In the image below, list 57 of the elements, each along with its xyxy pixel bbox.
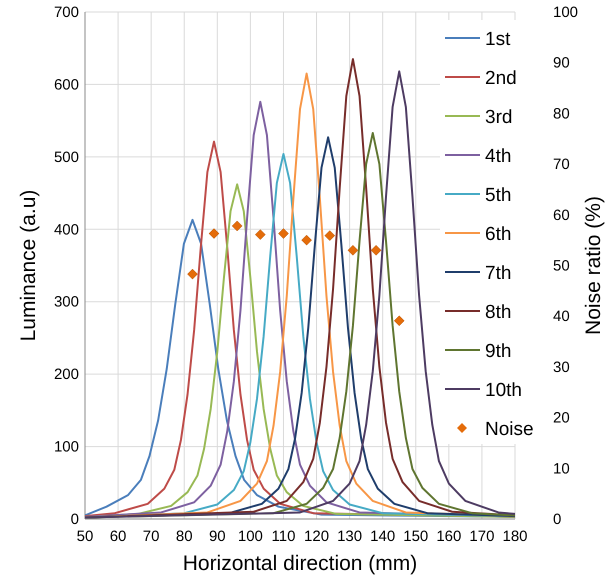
legend-label: 8th (485, 302, 512, 323)
point (301, 234, 312, 246)
y-axis-title: Luminance (a.u) (17, 190, 40, 342)
point (324, 230, 336, 241)
y-tick-label: 200 (54, 366, 79, 384)
y2-tick-label: 10 (553, 460, 570, 478)
legend-label: 4th (485, 146, 512, 167)
y-tick-label: 600 (54, 76, 79, 94)
legend-label: 9th (485, 341, 512, 362)
legend-label: 2nd (485, 68, 517, 89)
y-tick-label: 100 (54, 438, 79, 456)
legend-label: 3rd (485, 107, 512, 128)
x-tick-label: 70 (142, 528, 160, 545)
legend-label: 1st (485, 29, 512, 50)
legend-label: 5th (485, 185, 512, 206)
legend-label: 6th (485, 224, 512, 245)
legend-label: Noise (485, 419, 534, 440)
legend-label: 7th (485, 263, 512, 284)
x-tick-label: 120 (304, 528, 330, 545)
point (255, 229, 266, 240)
y2-tick-label: 30 (553, 358, 570, 376)
x-tick-label: 170 (469, 528, 494, 545)
x-tick-label: 100 (238, 528, 263, 545)
y2-tick-label: 60 (553, 206, 570, 224)
point (232, 220, 242, 232)
y2-tick-label: 50 (553, 258, 570, 274)
y2-tick-label: 40 (553, 308, 570, 326)
x-tick-label: 130 (337, 528, 362, 545)
y-tick-label: 400 (54, 221, 79, 238)
y-tick-label: 500 (54, 148, 79, 166)
x-tick-label: 140 (370, 528, 396, 545)
y2-tick-label: 80 (553, 105, 570, 122)
y-tick-label: 0 (70, 511, 79, 528)
x-tick-label: 160 (436, 528, 462, 545)
point (394, 316, 404, 326)
y2-tick-label: 90 (553, 54, 570, 72)
point (208, 228, 220, 239)
legend-label: 10th (485, 380, 522, 401)
x-tick-label: 60 (110, 528, 126, 545)
point (187, 268, 198, 280)
x-tick-label: 180 (502, 528, 528, 545)
x-tick-label: 90 (208, 528, 226, 545)
point (370, 245, 382, 256)
point (278, 228, 289, 239)
y2-tick-label: 0 (553, 511, 562, 528)
x-tick-label: 150 (403, 528, 428, 545)
y2-tick-label: 100 (553, 4, 578, 21)
point (348, 245, 358, 256)
y2-tick-label: 70 (553, 156, 570, 174)
x-tick-label: 80 (176, 528, 193, 545)
x-axis-title: Horizontal direction (mm) (182, 552, 418, 575)
x-tick-label: 50 (76, 528, 94, 545)
x-tick-label: 110 (272, 528, 296, 545)
y-tick-label: 700 (54, 4, 79, 21)
y2-axis-title: Noise ratio (%) (582, 196, 605, 335)
y2-tick-label: 20 (553, 410, 570, 427)
y-tick-label: 300 (54, 294, 79, 311)
